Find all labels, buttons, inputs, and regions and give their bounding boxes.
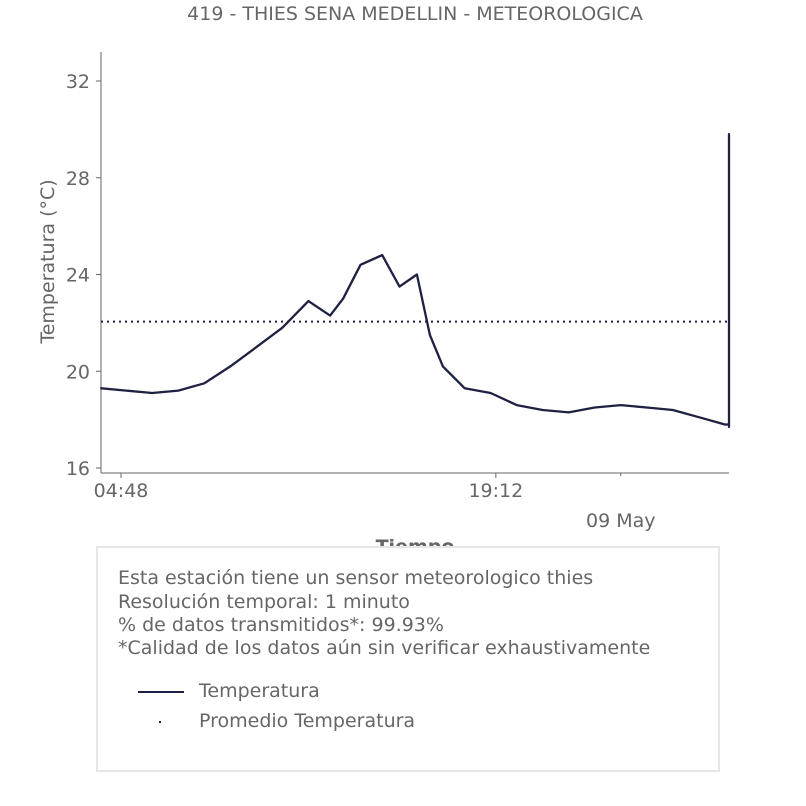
legend-swatch-solid <box>138 691 184 693</box>
info-box: Esta estación tiene un sensor meteorolog… <box>96 546 720 772</box>
legend-swatch-dotted <box>159 721 161 723</box>
y-tick-label: 32 <box>66 71 90 93</box>
legend-item-temperatura: Temperatura <box>138 680 538 704</box>
x-day-tick-label: 09 May <box>586 510 656 532</box>
y-tick-label: 20 <box>66 361 90 383</box>
legend-label-promedio: Promedio Temperatura <box>199 710 416 732</box>
x-tick-label: 19:12 <box>468 480 523 502</box>
chart-title: 419 - THIES SENA MEDELLIN - METEOROLOGIC… <box>187 3 643 25</box>
y-tick-label: 16 <box>66 458 90 480</box>
x-tick-label: 04:48 <box>94 480 149 502</box>
temperature-line <box>100 133 731 429</box>
y-axis-label: Temperatura (°C) <box>37 179 59 344</box>
legend-item-promedio: Promedio Temperatura <box>138 710 538 734</box>
y-tick-label: 24 <box>66 265 90 287</box>
y-tick-label: 28 <box>66 168 90 190</box>
info-resolution: Resolución temporal: 1 minuto <box>118 591 410 613</box>
info-station-sensor: Esta estación tiene un sensor meteorolog… <box>118 567 594 589</box>
chart-marks <box>100 133 731 429</box>
info-transmitted: % de datos transmitidos*: 99.93% <box>118 614 444 636</box>
legend-label-temperatura: Temperatura <box>199 680 320 702</box>
axes <box>96 52 729 478</box>
info-quality-note: *Calidad de los datos aún sin verificar … <box>118 637 651 659</box>
